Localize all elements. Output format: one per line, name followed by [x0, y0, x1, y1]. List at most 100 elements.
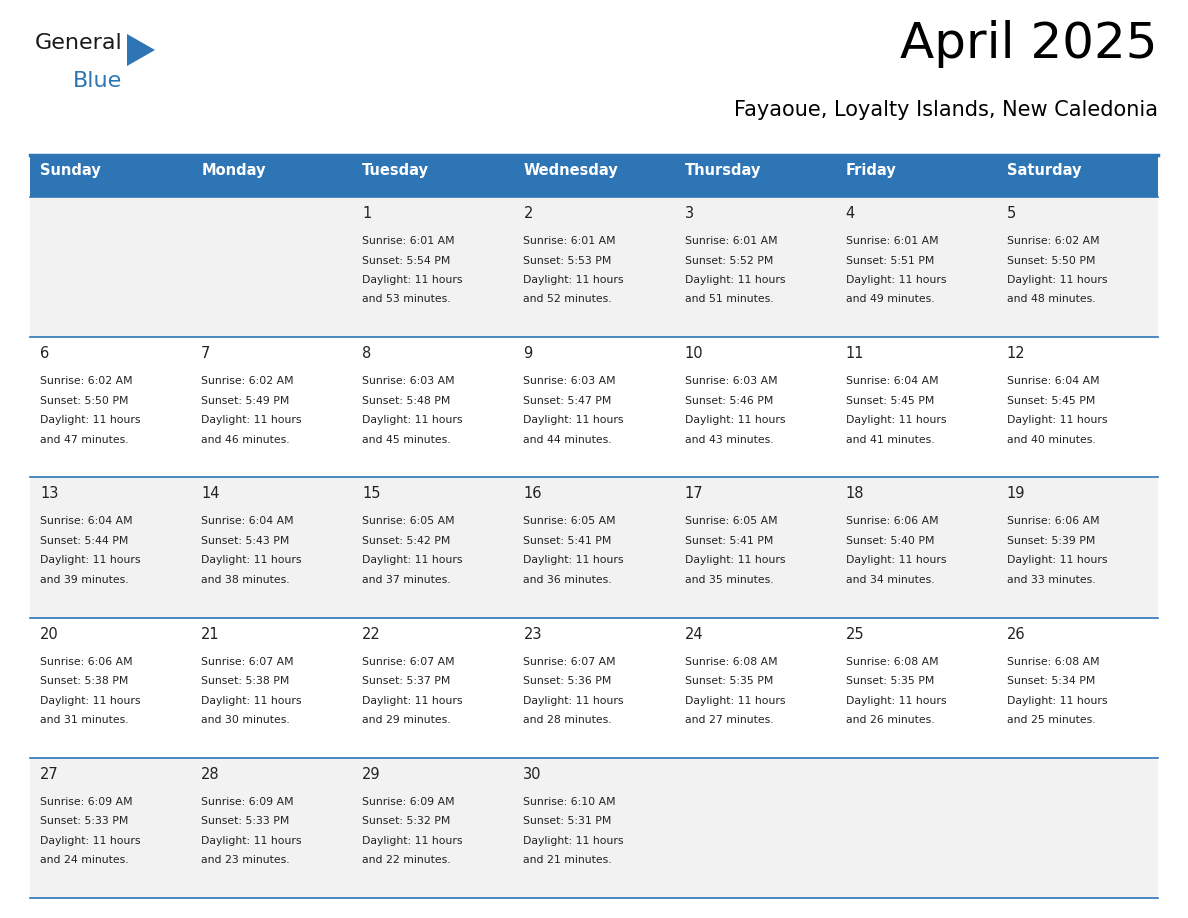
Text: Sunrise: 6:05 AM: Sunrise: 6:05 AM — [684, 517, 777, 526]
Text: and 35 minutes.: and 35 minutes. — [684, 575, 773, 585]
Text: Sunset: 5:43 PM: Sunset: 5:43 PM — [201, 536, 290, 546]
Text: 16: 16 — [524, 487, 542, 501]
Bar — [30, 477, 191, 618]
Text: Fayaoue, Loyalty Islands, New Caledonia: Fayaoue, Loyalty Islands, New Caledonia — [734, 100, 1158, 120]
Text: Sunrise: 6:06 AM: Sunrise: 6:06 AM — [1007, 517, 1099, 526]
Text: and 21 minutes.: and 21 minutes. — [524, 856, 612, 866]
Text: 9: 9 — [524, 346, 532, 361]
Text: 19: 19 — [1007, 487, 1025, 501]
Bar — [353, 155, 513, 197]
Text: Daylight: 11 hours: Daylight: 11 hours — [40, 696, 140, 706]
Text: Sunrise: 6:10 AM: Sunrise: 6:10 AM — [524, 797, 617, 807]
Bar — [675, 757, 835, 898]
Text: Sunrise: 6:02 AM: Sunrise: 6:02 AM — [1007, 236, 1099, 246]
Text: and 39 minutes.: and 39 minutes. — [40, 575, 128, 585]
Text: Sunset: 5:34 PM: Sunset: 5:34 PM — [1007, 676, 1095, 686]
Text: 20: 20 — [40, 627, 58, 642]
Bar — [513, 155, 675, 197]
Bar — [353, 337, 513, 477]
Text: Daylight: 11 hours: Daylight: 11 hours — [524, 835, 624, 845]
Text: Sunrise: 6:04 AM: Sunrise: 6:04 AM — [201, 517, 293, 526]
Text: Daylight: 11 hours: Daylight: 11 hours — [362, 275, 463, 285]
Text: Sunrise: 6:04 AM: Sunrise: 6:04 AM — [1007, 376, 1099, 386]
Bar — [513, 197, 675, 337]
Text: Sunrise: 6:07 AM: Sunrise: 6:07 AM — [201, 656, 293, 666]
Text: and 52 minutes.: and 52 minutes. — [524, 295, 612, 305]
Text: Daylight: 11 hours: Daylight: 11 hours — [1007, 555, 1107, 565]
Text: 7: 7 — [201, 346, 210, 361]
Bar — [30, 197, 191, 337]
Text: Sunset: 5:40 PM: Sunset: 5:40 PM — [846, 536, 934, 546]
Text: 29: 29 — [362, 767, 381, 782]
Bar — [191, 477, 353, 618]
Text: 23: 23 — [524, 627, 542, 642]
Text: and 26 minutes.: and 26 minutes. — [846, 715, 934, 725]
Text: Sunset: 5:52 PM: Sunset: 5:52 PM — [684, 255, 773, 265]
Text: Friday: Friday — [846, 163, 897, 178]
Bar — [675, 337, 835, 477]
Text: Sunrise: 6:09 AM: Sunrise: 6:09 AM — [362, 797, 455, 807]
Text: 5: 5 — [1007, 206, 1016, 221]
Text: 27: 27 — [40, 767, 58, 782]
Text: Daylight: 11 hours: Daylight: 11 hours — [362, 555, 463, 565]
Text: and 44 minutes.: and 44 minutes. — [524, 435, 612, 444]
Text: Daylight: 11 hours: Daylight: 11 hours — [201, 696, 302, 706]
Text: Daylight: 11 hours: Daylight: 11 hours — [201, 415, 302, 425]
Text: Daylight: 11 hours: Daylight: 11 hours — [1007, 415, 1107, 425]
Text: Sunset: 5:50 PM: Sunset: 5:50 PM — [40, 396, 128, 406]
Text: Daylight: 11 hours: Daylight: 11 hours — [684, 415, 785, 425]
Text: Daylight: 11 hours: Daylight: 11 hours — [40, 835, 140, 845]
Text: Sunset: 5:48 PM: Sunset: 5:48 PM — [362, 396, 450, 406]
Bar — [513, 757, 675, 898]
Bar — [513, 337, 675, 477]
Text: Daylight: 11 hours: Daylight: 11 hours — [40, 555, 140, 565]
Text: 22: 22 — [362, 627, 381, 642]
Bar — [835, 197, 997, 337]
Text: 4: 4 — [846, 206, 855, 221]
Text: and 23 minutes.: and 23 minutes. — [201, 856, 290, 866]
Text: 6: 6 — [40, 346, 49, 361]
Text: and 38 minutes.: and 38 minutes. — [201, 575, 290, 585]
Text: Sunrise: 6:09 AM: Sunrise: 6:09 AM — [201, 797, 293, 807]
Text: Sunset: 5:33 PM: Sunset: 5:33 PM — [40, 816, 128, 826]
Text: 1: 1 — [362, 206, 372, 221]
Text: Daylight: 11 hours: Daylight: 11 hours — [362, 415, 463, 425]
Bar — [513, 618, 675, 757]
Text: and 46 minutes.: and 46 minutes. — [201, 435, 290, 444]
Text: and 30 minutes.: and 30 minutes. — [201, 715, 290, 725]
Text: Daylight: 11 hours: Daylight: 11 hours — [362, 835, 463, 845]
Text: Sunrise: 6:05 AM: Sunrise: 6:05 AM — [362, 517, 455, 526]
Text: Daylight: 11 hours: Daylight: 11 hours — [201, 555, 302, 565]
Text: Sunset: 5:54 PM: Sunset: 5:54 PM — [362, 255, 450, 265]
Text: Daylight: 11 hours: Daylight: 11 hours — [40, 415, 140, 425]
Text: Daylight: 11 hours: Daylight: 11 hours — [524, 275, 624, 285]
Text: Sunrise: 6:08 AM: Sunrise: 6:08 AM — [1007, 656, 1099, 666]
Text: Daylight: 11 hours: Daylight: 11 hours — [524, 696, 624, 706]
Text: 2: 2 — [524, 206, 532, 221]
Text: Sunrise: 6:02 AM: Sunrise: 6:02 AM — [40, 376, 133, 386]
Text: 17: 17 — [684, 487, 703, 501]
Text: and 25 minutes.: and 25 minutes. — [1007, 715, 1095, 725]
Text: Sunrise: 6:08 AM: Sunrise: 6:08 AM — [846, 656, 939, 666]
Text: 28: 28 — [201, 767, 220, 782]
Text: and 53 minutes.: and 53 minutes. — [362, 295, 451, 305]
Text: Sunset: 5:32 PM: Sunset: 5:32 PM — [362, 816, 450, 826]
Text: Sunset: 5:44 PM: Sunset: 5:44 PM — [40, 536, 128, 546]
Text: Sunrise: 6:03 AM: Sunrise: 6:03 AM — [684, 376, 777, 386]
Text: Sunrise: 6:01 AM: Sunrise: 6:01 AM — [524, 236, 617, 246]
Bar — [353, 477, 513, 618]
Text: Sunrise: 6:09 AM: Sunrise: 6:09 AM — [40, 797, 133, 807]
Text: and 33 minutes.: and 33 minutes. — [1007, 575, 1095, 585]
Text: 15: 15 — [362, 487, 381, 501]
Bar — [191, 197, 353, 337]
Text: Sunset: 5:42 PM: Sunset: 5:42 PM — [362, 536, 450, 546]
Text: Sunrise: 6:07 AM: Sunrise: 6:07 AM — [362, 656, 455, 666]
Text: Sunrise: 6:03 AM: Sunrise: 6:03 AM — [362, 376, 455, 386]
Text: Sunrise: 6:07 AM: Sunrise: 6:07 AM — [524, 656, 617, 666]
Text: and 49 minutes.: and 49 minutes. — [846, 295, 934, 305]
Text: and 29 minutes.: and 29 minutes. — [362, 715, 451, 725]
Bar — [997, 618, 1158, 757]
Text: Sunset: 5:38 PM: Sunset: 5:38 PM — [201, 676, 290, 686]
Text: 30: 30 — [524, 767, 542, 782]
Text: Monday: Monday — [201, 163, 266, 178]
